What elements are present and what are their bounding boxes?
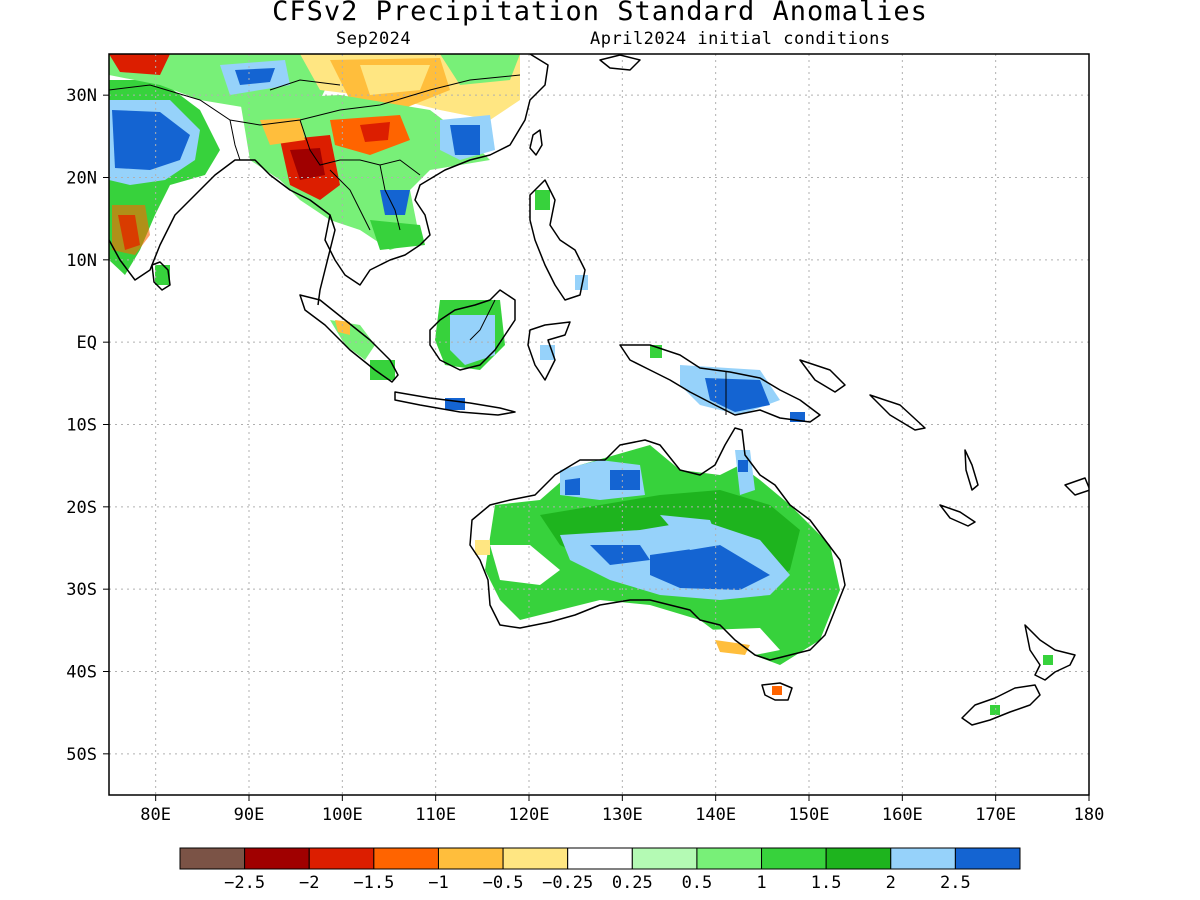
lon-tick-label: 160E bbox=[882, 805, 923, 825]
colorbar-label: 1 bbox=[756, 873, 766, 893]
coastlines bbox=[109, 54, 1089, 726]
valid-month: Sep2024 bbox=[336, 29, 412, 49]
lon-tick-label: 170E bbox=[975, 805, 1016, 825]
plot-frame bbox=[108, 53, 1090, 796]
lat-tick-label: 40S bbox=[66, 663, 97, 683]
lon-tick-label: 130E bbox=[602, 805, 643, 825]
colorbar-swatch bbox=[308, 847, 375, 870]
lon-tick-label: 120E bbox=[509, 805, 550, 825]
colorbar-label: 1.5 bbox=[811, 873, 842, 893]
colorbar-swatch bbox=[437, 847, 504, 870]
colorbar-swatch bbox=[567, 847, 633, 870]
initial-conditions: April2024 initial conditions bbox=[590, 29, 891, 49]
colorbar-swatch bbox=[179, 847, 246, 870]
lon-tick-label: 110E bbox=[415, 805, 456, 825]
anomaly-shading bbox=[109, 54, 1053, 715]
lon-tick-label: 90E bbox=[234, 805, 265, 825]
colorbar-label: −2.5 bbox=[224, 873, 265, 893]
lat-tick-label: 10N bbox=[66, 251, 97, 271]
lat-tick-label: 30N bbox=[66, 86, 97, 106]
colorbar-label: 0.25 bbox=[612, 873, 653, 893]
colorbar-label: −2 bbox=[299, 873, 319, 893]
lon-tick-label: 140E bbox=[695, 805, 736, 825]
colorbar-swatch bbox=[373, 847, 439, 870]
grid-lines bbox=[109, 54, 1089, 795]
map-title: CFSv2 Precipitation Standard Anomalies bbox=[272, 0, 928, 27]
colorbar-swatch bbox=[502, 847, 569, 870]
colorbar: −2.5 −2 −1.5 −1 −0.5 −0.25 0.25 0.5 1 1.5 2 2.5 bbox=[179, 847, 1021, 893]
lat-tick-label: 20S bbox=[66, 498, 97, 518]
lon-tick-label: 100E bbox=[322, 805, 363, 825]
country-borders bbox=[109, 74, 727, 415]
lon-tick-label: 150E bbox=[789, 805, 830, 825]
lat-tick-label: EQ bbox=[77, 333, 97, 353]
lat-tick-label: 30S bbox=[66, 580, 97, 600]
colorbar-swatch bbox=[761, 847, 827, 870]
lat-tick-label: 10S bbox=[66, 416, 97, 436]
lon-tick-label: 180 bbox=[1074, 805, 1105, 825]
colorbar-swatch bbox=[696, 847, 763, 870]
colorbar-swatch bbox=[244, 847, 310, 870]
colorbar-swatch bbox=[825, 847, 892, 870]
colorbar-label: −1 bbox=[428, 873, 448, 893]
colorbar-label: 0.5 bbox=[682, 873, 713, 893]
colorbar-swatch bbox=[954, 847, 1021, 870]
latitude-axis: 30N 20N 10N EQ 10S 20S 30S 40S 50S bbox=[66, 86, 109, 765]
colorbar-swatch bbox=[631, 847, 698, 870]
colorbar-label: −1.5 bbox=[353, 873, 394, 893]
colorbar-label: −0.25 bbox=[542, 873, 593, 893]
lat-tick-label: 50S bbox=[66, 745, 97, 765]
colorbar-label: 2 bbox=[886, 873, 896, 893]
colorbar-label: 2.5 bbox=[940, 873, 971, 893]
longitude-axis: 80E 90E 100E 110E 120E 130E 140E 150E 160E 170E 18… bbox=[140, 795, 1104, 825]
lat-tick-label: 20N bbox=[66, 169, 97, 189]
lon-tick-label: 80E bbox=[140, 805, 171, 825]
colorbar-swatch bbox=[890, 847, 956, 870]
colorbar-label: −0.5 bbox=[483, 873, 524, 893]
